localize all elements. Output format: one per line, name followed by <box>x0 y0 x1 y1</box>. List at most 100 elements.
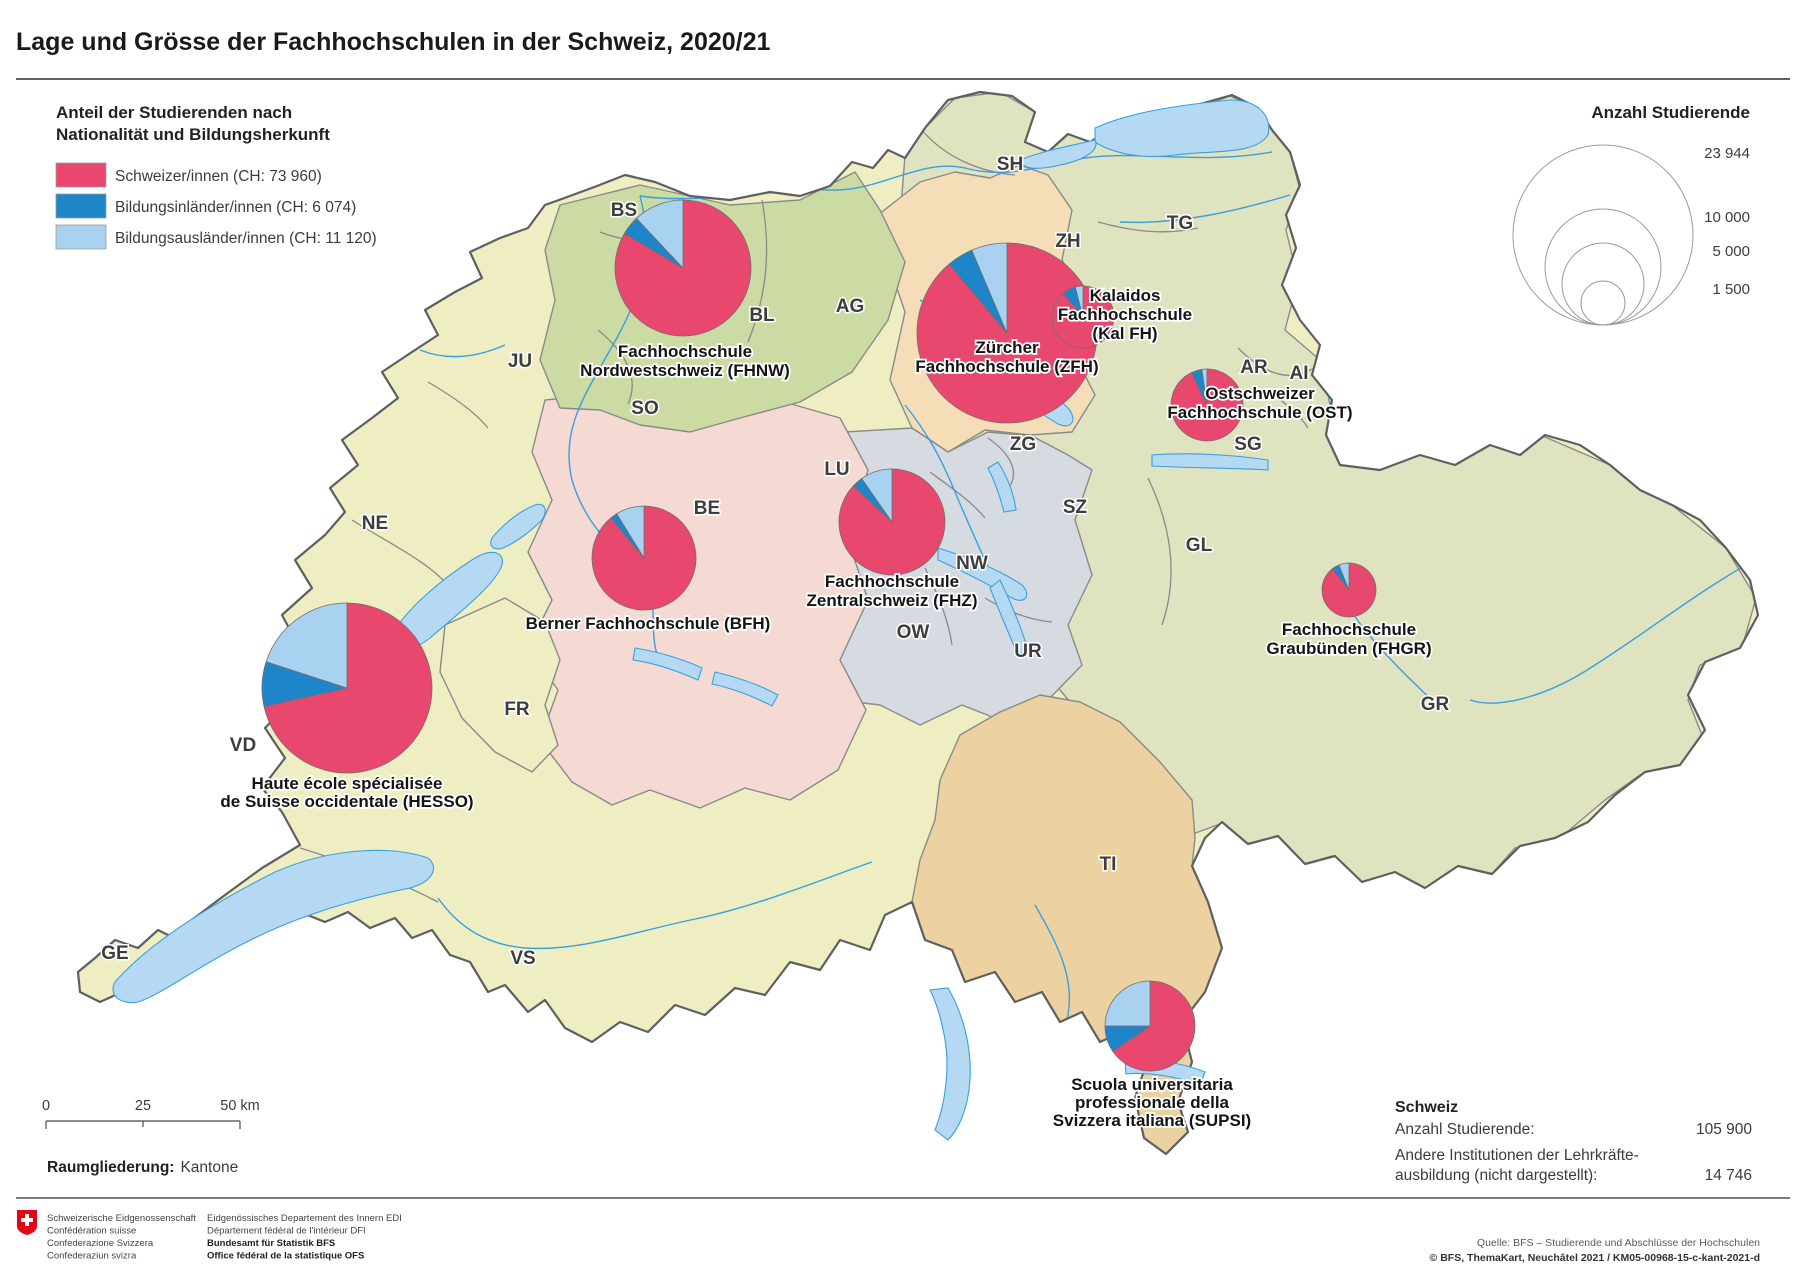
size-legend-title: Anzahl Studierende <box>1591 103 1750 122</box>
raumgliederung-label: Raumgliederung: <box>47 1159 174 1176</box>
canton-label-AR: AR <box>1240 357 1268 378</box>
canton-label-VS: VS <box>510 948 535 969</box>
lake-thun <box>632 647 703 681</box>
size-legend: Anzahl Studierende 23 944 10 000 5 000 1 50… <box>1512 103 1750 326</box>
pie-8-slice-0 <box>1112 980 1196 1072</box>
stats-block: Schweiz Anzahl Studierende: 105 900 Ande… <box>1395 1099 1752 1184</box>
scale-bar: 0 25 50 km <box>42 1098 260 1129</box>
size-circle-value-0: 23 944 <box>1704 145 1750 162</box>
pie-0 <box>261 602 433 774</box>
pie-2 <box>591 505 697 611</box>
canton-label-ZG: ZG <box>1010 434 1036 455</box>
pie-4 <box>916 242 1098 424</box>
canton-label-ZH: ZH <box>1055 231 1080 252</box>
region-bfh <box>527 387 869 809</box>
lake-geneva <box>112 849 434 1004</box>
footer-dept-line-1: Département fédéral de l'intérieur DFI <box>207 1226 366 1237</box>
canton-label-NE: NE <box>362 513 388 534</box>
school-label-7-line-0: Fachhochschule <box>1282 620 1416 639</box>
canton-label-SZ: SZ <box>1063 497 1088 518</box>
canton-label-VD: VD <box>230 735 256 756</box>
pie-7-slice-2 <box>1338 562 1350 591</box>
canton-label-GL: GL <box>1186 535 1213 556</box>
stats-row2-value: 14 746 <box>1705 1167 1752 1184</box>
nationality-legend: Anteil der Studierenden nach Nationalitä… <box>55 103 377 250</box>
stats-row1-value: 105 900 <box>1696 1121 1752 1138</box>
stats-row1-label: Anzahl Studierende: <box>1395 1121 1535 1138</box>
footer-dept-line-3: Office fédéral de la statistique OFS <box>207 1251 364 1262</box>
raumgliederung-value: Kantone <box>180 1159 238 1176</box>
pie-0-slice-0 <box>263 602 433 774</box>
lake-zug <box>987 461 1017 513</box>
footer-org-lines: Schweizerische Eidgenossenschaft Confédér… <box>47 1213 196 1262</box>
school-label-0-line-0: Haute école spécialisée <box>252 774 443 793</box>
footer-org-line-1: Confédération suisse <box>47 1226 136 1237</box>
source-line1: Quelle: BFS – Studierende und Abschlüsse… <box>1477 1237 1760 1249</box>
lake-constance <box>1094 99 1270 158</box>
legend-rows: Schweizer/innen (CH: 73 960) Bildungsinlä… <box>55 162 377 250</box>
canton-label-UR: UR <box>1014 641 1042 662</box>
school-pie-charts <box>261 199 1377 1072</box>
pie-1 <box>614 199 752 337</box>
pie-0-slice-2 <box>265 602 348 689</box>
pie-5-slice-2 <box>1074 285 1084 318</box>
size-circle-value-2: 5 000 <box>1712 243 1750 260</box>
school-label-4-line-1: Fachhochschule (ZFH) <box>915 357 1098 376</box>
legend-heading-line1: Anteil der Studierenden nach <box>56 103 292 122</box>
canton-label-GE: GE <box>101 943 128 964</box>
legend-heading-line2: Nationalität und Bildungsherkunft <box>56 125 330 144</box>
lake-uri-arm <box>989 579 1029 656</box>
canton-label-SO: SO <box>631 398 658 419</box>
canton-label-SH: SH <box>997 154 1023 175</box>
canton-label-BE: BE <box>694 498 720 519</box>
pie-7 <box>1321 562 1377 618</box>
legend-swatch-0 <box>55 162 107 188</box>
school-label-1-line-0: Fachhochschule <box>618 342 752 361</box>
stats-title: Schweiz <box>1395 1099 1458 1116</box>
pie-8 <box>1104 980 1196 1072</box>
lake-brienz <box>711 671 779 707</box>
raumgliederung: Raumgliederung: Kantone <box>47 1159 238 1176</box>
pie-3 <box>838 468 946 576</box>
swiss-confederation-logo <box>17 1210 37 1235</box>
size-circle-value-1: 10 000 <box>1704 209 1750 226</box>
size-circle-1 <box>1544 208 1662 326</box>
canton-label-FR: FR <box>504 699 530 720</box>
swiss-cross-icon <box>21 1214 33 1226</box>
size-circle-0 <box>1512 144 1694 326</box>
legend-label-0: Schweizer/innen (CH: 73 960) <box>115 168 322 185</box>
canton-label-BL: BL <box>749 305 775 326</box>
scale-label-2: 50 km <box>220 1098 260 1114</box>
lake-neuchatel <box>387 551 503 651</box>
size-circle-value-3: 1 500 <box>1712 281 1750 298</box>
pie-3-slice-2 <box>861 468 893 523</box>
legend-label-2: Bildungsausländer/innen (CH: 11 120) <box>115 230 377 247</box>
footer-org-line-3: Confederaziun svizra <box>47 1251 137 1262</box>
stats-row2-label-line1: Andere Institutionen der Lehrkräfte- <box>1395 1147 1639 1164</box>
lake-constance-untersee <box>1019 139 1097 169</box>
footer-org-line-0: Schweizerische Eidgenossenschaft <box>47 1213 196 1224</box>
school-label-8-line-2: Svizzera italiana (SUPSI) <box>1053 1111 1251 1130</box>
scale-label-0: 0 <box>42 1098 50 1114</box>
canton-label-NW: NW <box>956 553 988 574</box>
size-legend-circles: 23 944 10 000 5 000 1 500 <box>1512 144 1750 326</box>
pie-6-slice-2 <box>1201 368 1208 406</box>
school-label-3-line-0: Fachhochschule <box>825 572 959 591</box>
school-label-7-line-1: Graubünden (FHGR) <box>1266 639 1431 658</box>
lake-lucerne <box>937 547 1028 601</box>
footer-dept-line-2: Bundesamt für Statistik BFS <box>207 1238 335 1249</box>
pie-4-slice-2 <box>971 242 1008 334</box>
lake-maggiore <box>929 987 971 1141</box>
legend-swatch-1 <box>55 193 107 219</box>
pie-8-slice-2 <box>1104 980 1151 1027</box>
school-label-2-line-0: Berner Fachhochschule (BFH) <box>526 614 771 633</box>
school-label-1-line-1: Nordwestschweiz (FHNW) <box>580 361 790 380</box>
footer-dept-lines: Eidgenössisches Departement des Innern E… <box>207 1213 402 1262</box>
school-label-3-line-1: Zentralschweiz (FHZ) <box>807 591 978 610</box>
scale-label-1: 25 <box>135 1098 151 1114</box>
scale-bar-line <box>45 1120 241 1129</box>
legend-swatch-2 <box>55 224 107 250</box>
